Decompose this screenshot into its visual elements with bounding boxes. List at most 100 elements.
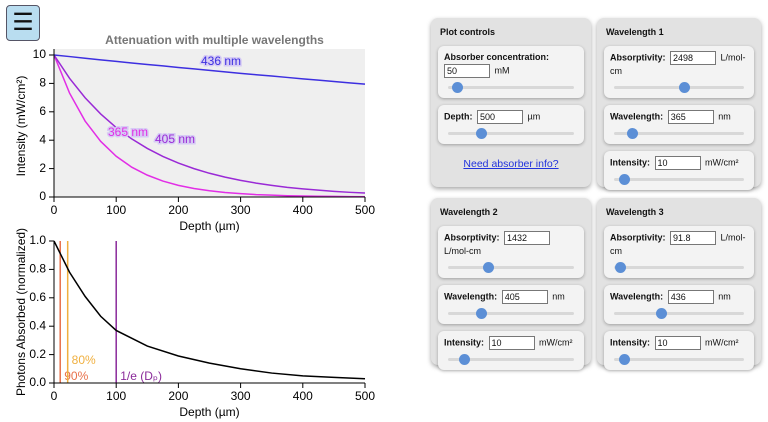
slider-thumb[interactable] [475, 128, 487, 139]
slider[interactable] [448, 308, 574, 319]
field-label: Absorber concentration: [444, 52, 550, 62]
field-label: Absorptivity: [444, 232, 500, 243]
panel: Wavelength 3 Absorptivity: 91.8 L/mol-cm… [597, 198, 761, 370]
y-tick-label: 4 [39, 132, 46, 146]
input[interactable]: 10 [488, 336, 535, 350]
field: Absorptivity: 91.8 L/mol-cm [604, 226, 754, 278]
info-link[interactable]: Need absorber info? [463, 158, 559, 170]
slider-thumb[interactable] [679, 82, 690, 93]
field: Wavelength: 436 nm [604, 285, 754, 324]
x-tick-label: 400 [293, 203, 313, 217]
slider[interactable] [448, 128, 574, 139]
field: Absorptivity: 2498 L/mol-cm [604, 46, 754, 98]
slider[interactable] [614, 308, 744, 319]
unit: nm [552, 291, 565, 302]
slider-thumb[interactable] [475, 308, 487, 319]
slider[interactable] [448, 354, 574, 365]
x-tick-label: 500 [355, 389, 375, 403]
input[interactable]: 436 [667, 290, 714, 304]
panel-title: Wavelength 1 [606, 27, 664, 37]
field-label: Wavelength: [610, 111, 664, 122]
x-tick-label: 0 [51, 389, 58, 403]
panel: Plot controls Absorber concentration: 50… [431, 18, 591, 187]
slider[interactable] [614, 82, 744, 93]
series-label: 436 nm [201, 54, 241, 68]
slider[interactable] [614, 128, 744, 139]
x-axis-label: Depth (µm) [179, 219, 239, 233]
slider-thumb[interactable] [627, 128, 638, 139]
field-label: Intensity: [610, 337, 651, 348]
x-tick-label: 500 [355, 203, 375, 217]
panel-title: Plot controls [440, 27, 496, 37]
panel: Wavelength 1 Absorptivity: 2498 L/mol-cm… [597, 18, 761, 190]
slider[interactable] [614, 262, 744, 273]
field-label: Intensity: [610, 157, 651, 168]
unit: µm [527, 111, 541, 122]
input[interactable]: 1432 [504, 231, 551, 245]
y-axis-label: Photons Absorbed (normalized) [14, 228, 28, 396]
unit: L/mol-cm [444, 246, 482, 256]
slider[interactable] [448, 262, 574, 273]
slider-thumb[interactable] [451, 82, 463, 93]
y-tick-label: 0.6 [29, 290, 46, 304]
series-label: 365 nm [108, 125, 148, 139]
panel-title: Wavelength 3 [606, 207, 664, 217]
marker-label: 90% [64, 369, 88, 383]
x-tick-label: 400 [293, 389, 313, 403]
field-label: Depth: [444, 111, 473, 122]
panel-title: Wavelength 2 [440, 207, 498, 217]
field-label: Absorptivity: [610, 232, 666, 243]
menu-button[interactable]: ☰ [6, 5, 40, 41]
x-tick-label: 200 [168, 389, 188, 403]
line-series [53, 54, 366, 194]
x-tick-label: 100 [106, 203, 126, 217]
slider[interactable] [448, 82, 574, 93]
field: Intensity: 10 mW/cm² [438, 331, 584, 370]
line-series [53, 54, 366, 198]
input[interactable]: 2498 [670, 51, 717, 65]
slider-thumb[interactable] [619, 354, 631, 365]
field-label: Wavelength: [610, 291, 664, 302]
input[interactable]: 50 [444, 64, 490, 78]
unit: nm [718, 111, 731, 122]
slider-thumb[interactable] [459, 354, 471, 365]
slider-thumb[interactable] [655, 308, 667, 319]
x-axis-label: Depth (µm) [179, 405, 239, 419]
y-tick-label: 0.8 [29, 262, 46, 276]
input[interactable]: 405 [501, 290, 548, 304]
y-tick-label: 8 [39, 76, 46, 90]
x-tick-label: 100 [106, 389, 126, 403]
x-tick-label: 0 [51, 203, 58, 217]
input[interactable]: 10 [654, 156, 701, 170]
input[interactable]: 91.8 [670, 231, 717, 245]
line-series [53, 54, 366, 85]
charts: Attenuation with multiple wavelengths 0 2 4… [14, 33, 375, 419]
field-label: Wavelength: [444, 291, 498, 302]
y-tick-label: 6 [39, 104, 46, 118]
input[interactable]: 500 [477, 110, 524, 124]
input[interactable]: 365 [667, 110, 714, 124]
unit: mW/cm² [705, 157, 739, 168]
y-tick-label: 2 [39, 161, 46, 175]
slider[interactable] [614, 354, 744, 365]
field: Wavelength: 365 nm [604, 105, 754, 144]
marker-label: 80% [72, 353, 96, 367]
y-tick-label: 0.0 [29, 375, 46, 389]
field: Absorber concentration: 50 mM [438, 46, 584, 98]
y-axis-label: Intensity (mW/cm²) [14, 76, 28, 177]
field: Absorptivity: 1432 L/mol-cm [438, 226, 584, 278]
field: Intensity: 10 mW/cm² [604, 151, 754, 190]
unit: mW/cm² [705, 337, 739, 348]
x-tick-label: 200 [168, 203, 188, 217]
slider[interactable] [614, 174, 744, 185]
unit: L/mol-cm [610, 52, 746, 76]
slider-thumb[interactable] [483, 262, 495, 273]
field: Depth: 500 µm [438, 105, 584, 144]
slider-thumb[interactable] [619, 174, 631, 185]
y-tick-label: 0 [39, 189, 46, 203]
input[interactable]: 10 [654, 336, 701, 350]
slider-thumb[interactable] [615, 262, 627, 273]
unit: L/mol-cm [610, 232, 746, 256]
